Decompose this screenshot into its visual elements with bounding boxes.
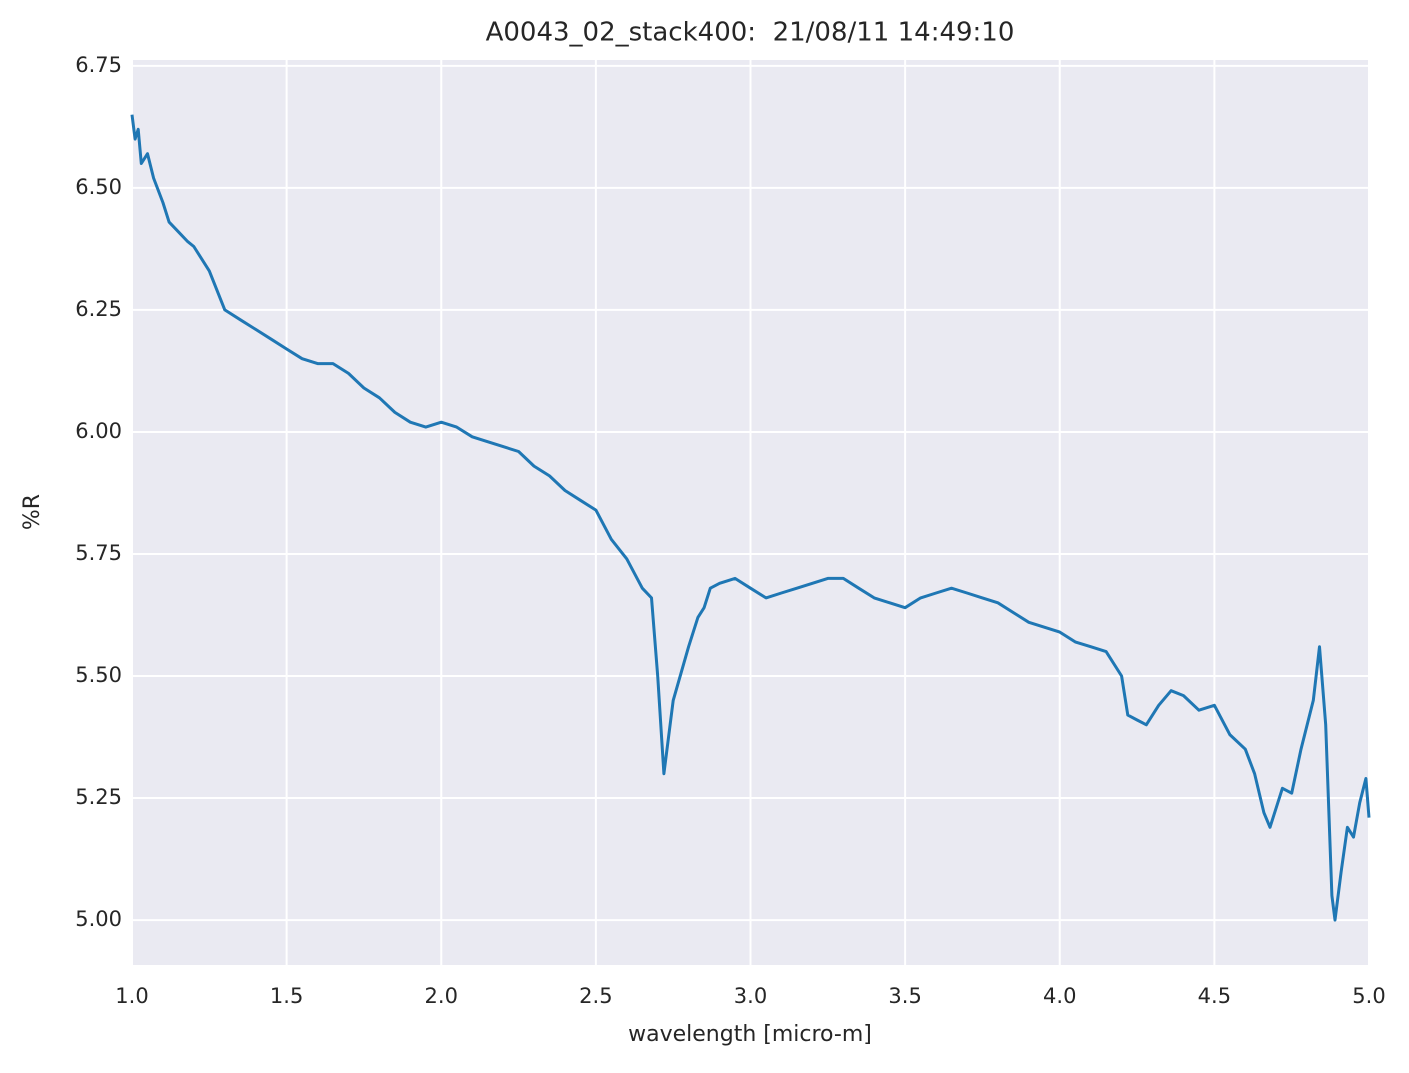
y-tick-label: 5.25 <box>75 785 122 809</box>
x-tick-label: 4.0 <box>1043 984 1076 1008</box>
x-tick-label: 1.0 <box>115 984 148 1008</box>
y-tick-label: 6.75 <box>75 53 122 77</box>
x-tick-label: 2.0 <box>425 984 458 1008</box>
x-tick-label: 1.5 <box>270 984 303 1008</box>
x-tick-label: 3.5 <box>888 984 921 1008</box>
y-tick-label: 6.50 <box>75 175 122 199</box>
y-tick-label: 5.75 <box>75 541 122 565</box>
y-tick-label: 6.00 <box>75 419 122 443</box>
x-tick-label: 4.5 <box>1198 984 1231 1008</box>
chart-title: A0043_02_stack400: 21/08/11 14:49:10 <box>486 18 1015 48</box>
x-tick-label: 2.5 <box>579 984 612 1008</box>
data-line <box>130 114 1371 922</box>
x-axis-label: wavelength [micro-m] <box>628 1022 872 1047</box>
y-tick-label: 6.25 <box>75 297 122 321</box>
x-tick-label: 3.0 <box>734 984 767 1008</box>
y-tick-label: 5.00 <box>75 907 122 931</box>
y-axis-label: %R <box>20 494 45 530</box>
x-tick-label: 5.0 <box>1352 984 1385 1008</box>
y-tick-label: 5.50 <box>75 663 122 687</box>
